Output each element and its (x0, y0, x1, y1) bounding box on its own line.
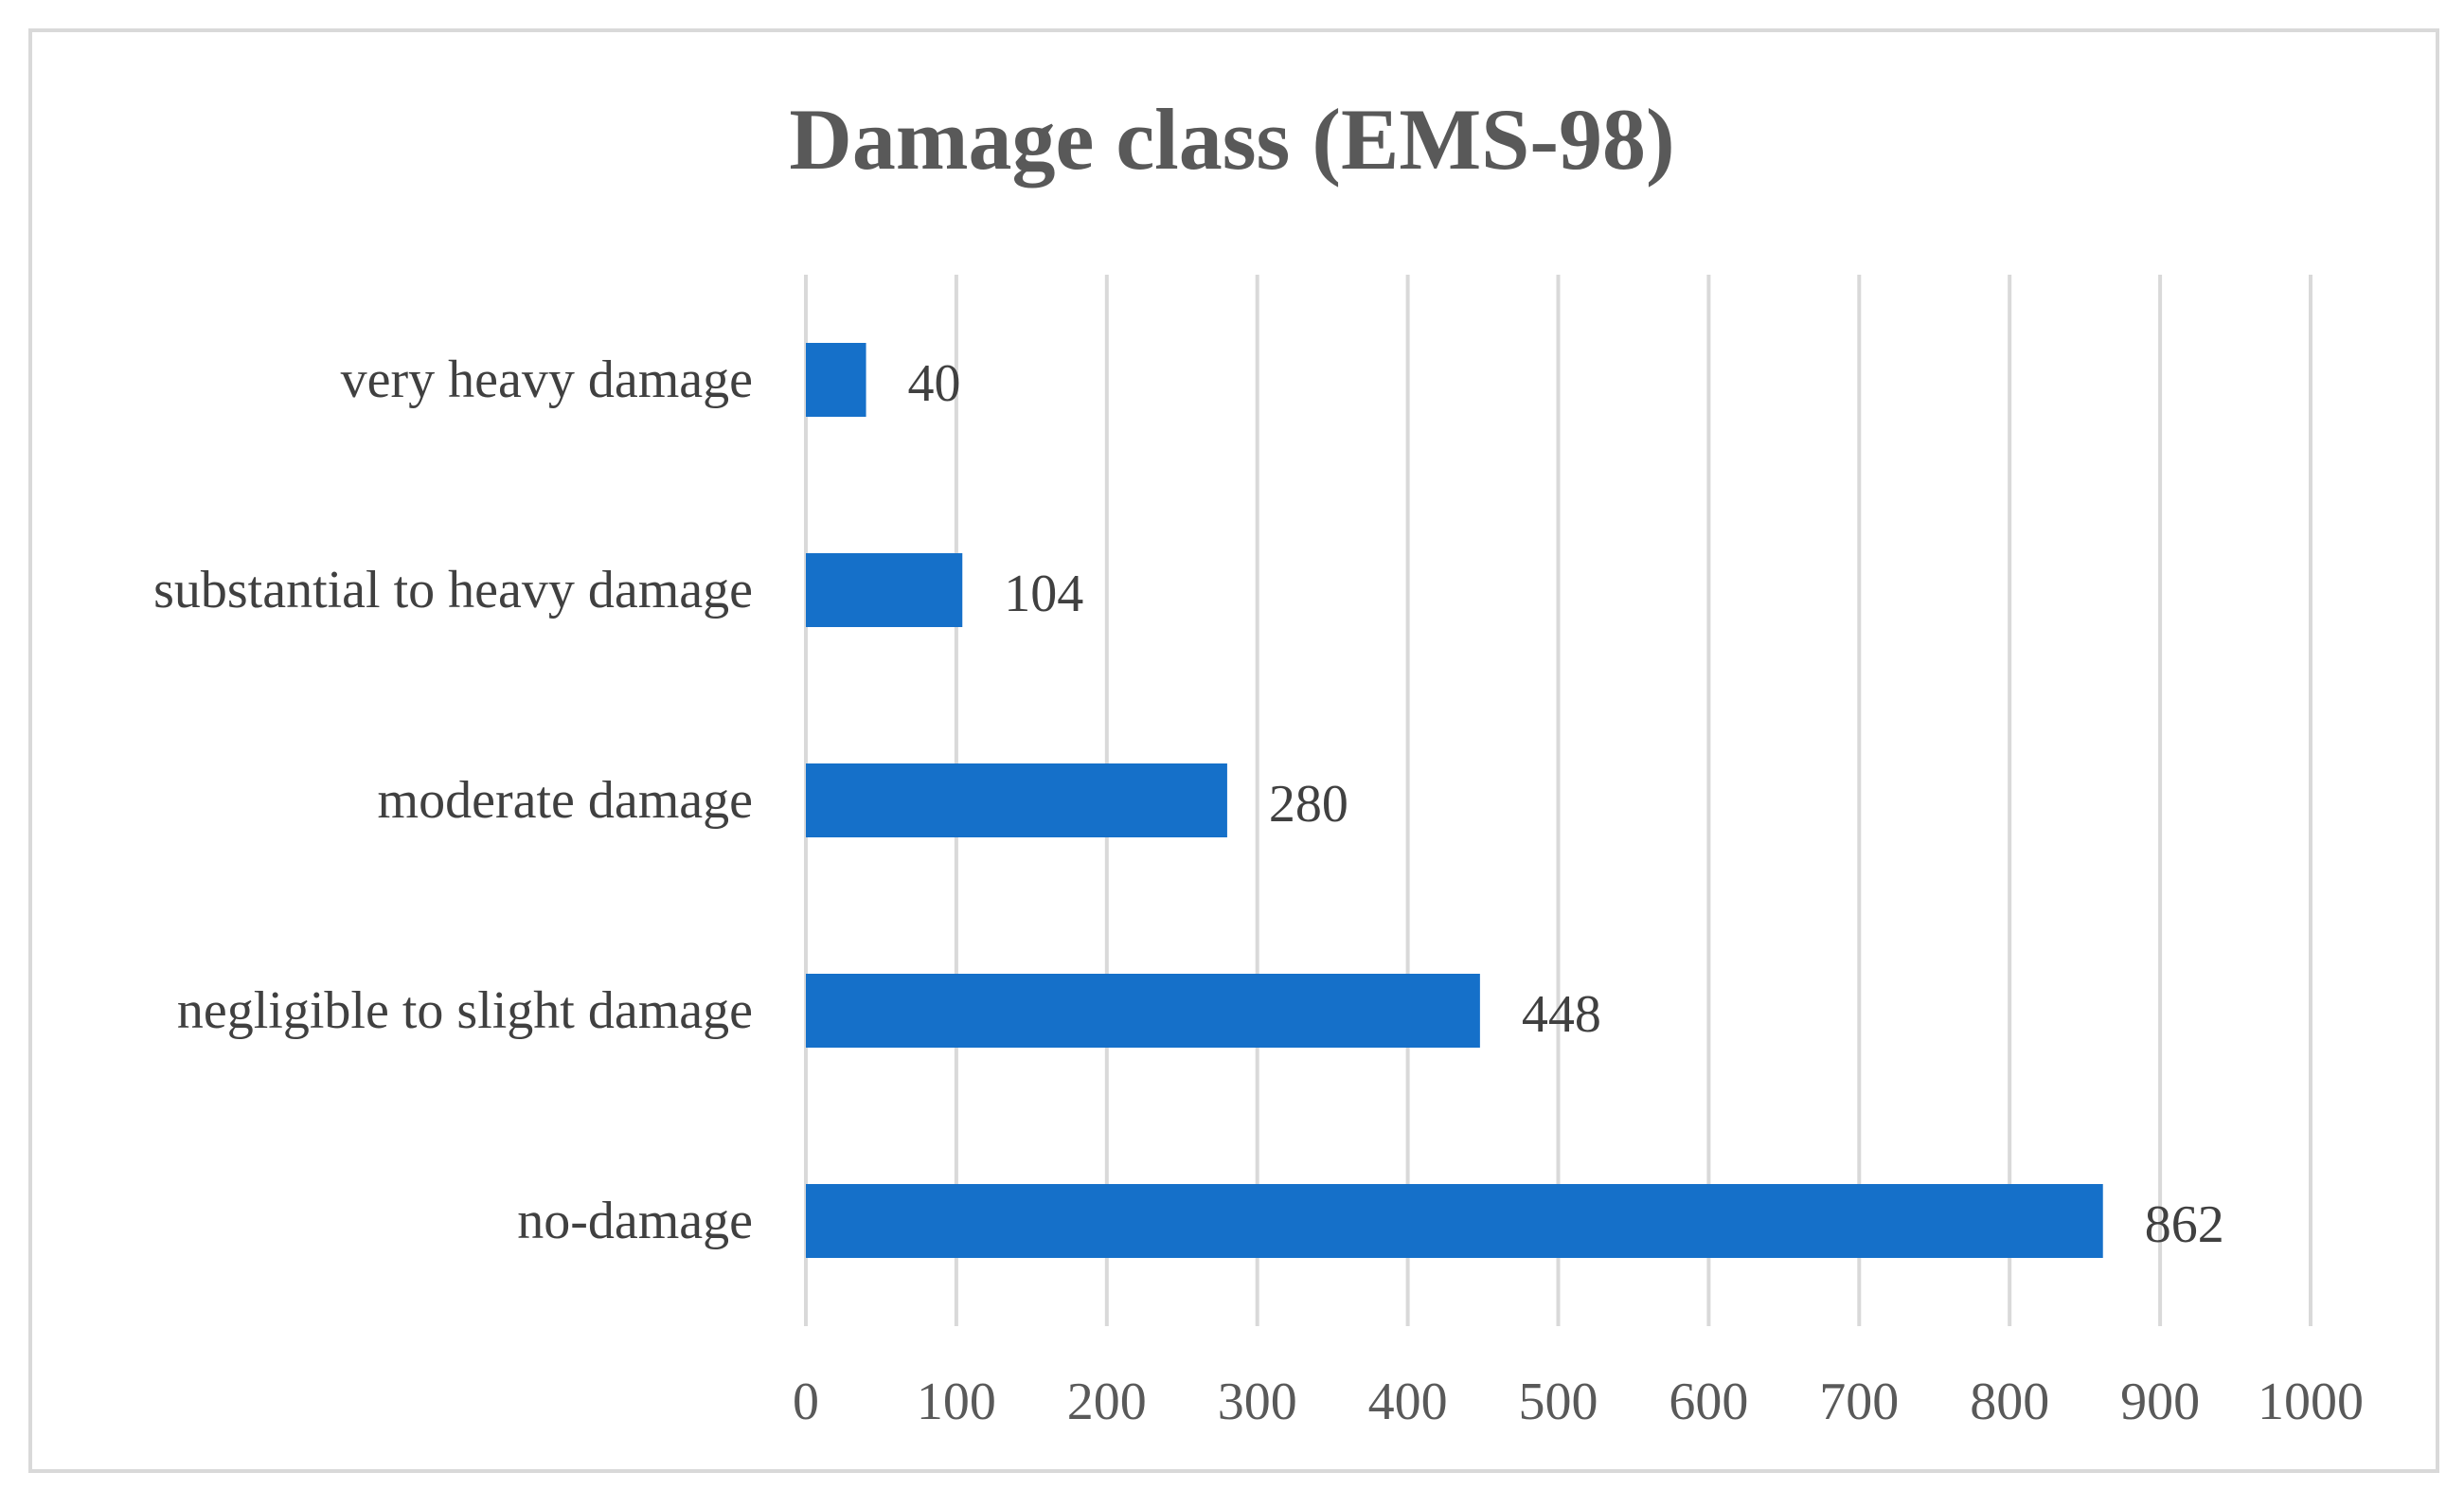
gridlines (804, 275, 2312, 1326)
x-tick-label: 500 (1519, 1373, 1598, 1431)
data-label: 280 (1269, 775, 1348, 834)
data-label: 40 (908, 354, 961, 413)
x-tick-label: 1000 (2258, 1373, 2364, 1431)
data-labels: 40 104 280 448 862 (908, 354, 2224, 1254)
x-tick-label: 300 (1218, 1373, 1297, 1431)
bar (806, 343, 866, 417)
category-label: very heavy damage (341, 350, 753, 409)
x-tick-label: 800 (1970, 1373, 2049, 1431)
x-tick-label: 200 (1067, 1373, 1147, 1431)
category-label: moderate damage (378, 771, 753, 830)
x-tick-labels: 0 100 200 300 400 500 600 700 800 900 1000 (793, 1373, 2364, 1431)
category-label: no-damage (517, 1192, 753, 1250)
category-label: substantial to heavy damage (153, 561, 753, 619)
x-tick-label: 400 (1368, 1373, 1448, 1431)
data-label: 862 (2145, 1195, 2224, 1254)
bar (806, 974, 1480, 1048)
bars (806, 343, 2103, 1258)
chart-title: Damage class (EMS-98) (789, 91, 1674, 188)
x-tick-label: 100 (917, 1373, 996, 1431)
data-label: 448 (1522, 985, 1601, 1044)
category-label: negligible to slight damage (177, 981, 753, 1040)
category-labels: very heavy damage substantial to heavy da… (153, 350, 753, 1250)
bar (806, 1184, 2103, 1258)
data-label: 104 (1004, 565, 1083, 623)
bar (806, 763, 1227, 837)
x-tick-label: 0 (793, 1373, 819, 1431)
x-tick-label: 700 (1819, 1373, 1899, 1431)
bar (806, 553, 963, 627)
x-tick-label: 900 (2120, 1373, 2200, 1431)
x-tick-label: 600 (1669, 1373, 1748, 1431)
